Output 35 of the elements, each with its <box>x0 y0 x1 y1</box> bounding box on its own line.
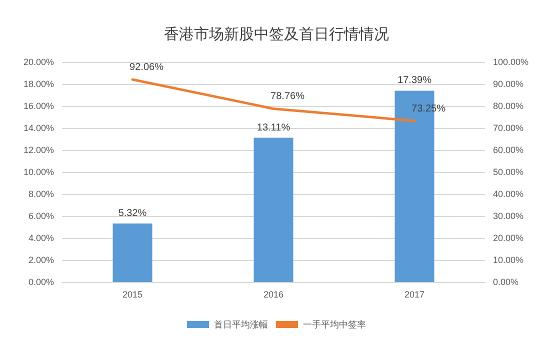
y-tick-label: 8.00% <box>28 189 54 199</box>
y2-tick-label: 30.00% <box>493 211 524 221</box>
y2-tick-label: 70.00% <box>493 123 524 133</box>
y2-tick-label: 60.00% <box>493 145 524 155</box>
y2-tick-label: 100.00% <box>493 57 529 67</box>
y-tick-label: 16.00% <box>23 101 54 111</box>
y-tick-label: 4.00% <box>28 233 54 243</box>
bar <box>254 138 294 282</box>
y2-tick-label: 20.00% <box>493 233 524 243</box>
y2-tick-label: 90.00% <box>493 79 524 89</box>
data-label: 78.76% <box>270 91 305 102</box>
data-label: 5.32% <box>118 208 147 219</box>
data-label: 17.39% <box>398 75 432 86</box>
y-tick-label: 14.00% <box>23 123 54 133</box>
x-tick-label: 2017 <box>404 290 425 300</box>
x-tick-label: 2015 <box>122 290 143 300</box>
y-tick-label: 12.00% <box>23 145 54 155</box>
y-tick-label: 0.00% <box>28 277 54 287</box>
chart-title: 香港市场新股中签及首日行情情况 <box>164 26 389 43</box>
y2-tick-label: 50.00% <box>493 167 524 177</box>
y-tick-label: 10.00% <box>23 167 54 177</box>
legend-label: 一手平均中签率 <box>303 320 366 330</box>
y2-tick-label: 0.00% <box>493 277 519 287</box>
y-tick-label: 20.00% <box>23 57 54 67</box>
data-label: 92.06% <box>130 62 164 73</box>
x-tick-label: 2016 <box>263 290 284 300</box>
y2-tick-label: 80.00% <box>493 101 524 111</box>
y2-tick-label: 40.00% <box>493 189 524 199</box>
y2-tick-label: 10.00% <box>493 255 524 265</box>
y-tick-label: 6.00% <box>28 211 54 221</box>
legend-label: 首日平均涨幅 <box>214 320 268 330</box>
data-label: 13.11% <box>256 122 290 134</box>
y-tick-label: 2.00% <box>28 255 54 265</box>
bar <box>112 223 152 282</box>
y-tick-label: 18.00% <box>23 79 54 89</box>
